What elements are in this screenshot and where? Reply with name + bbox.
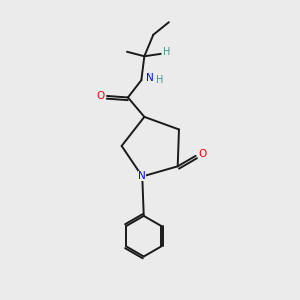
Text: H: H	[156, 74, 163, 85]
Text: O: O	[96, 91, 105, 101]
Text: H: H	[163, 47, 170, 57]
Text: N: N	[146, 73, 154, 83]
Text: N: N	[138, 172, 146, 182]
Text: O: O	[198, 149, 206, 159]
